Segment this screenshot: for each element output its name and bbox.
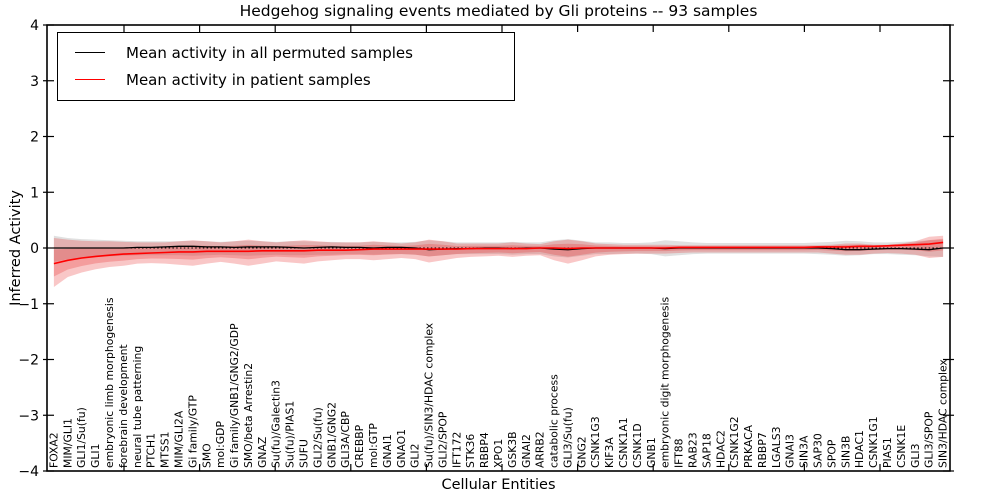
x-category-label: FOXA2 [47,432,60,468]
x-category-label: CSNK1G1 [867,416,880,468]
x-category-label: HDAC2 [714,430,727,468]
legend: Mean activity in all permuted samples Me… [57,32,515,101]
x-category-label: GNG2 [575,436,588,468]
x-category-label: MTSS1 [159,432,172,469]
x-category-label: forebrain development [117,344,130,468]
y-tick-label: 1 [30,185,39,201]
x-category-label: Su(fu)/SIN3/HDAC complex [423,322,436,468]
x-category-label: GLI2/SPOP [436,411,449,468]
x-category-label: GLI3A/CBP [339,411,352,468]
x-category-label: SMO [200,443,213,468]
x-category-label: RBBP7 [756,432,769,468]
x-category-label: CSNK1G2 [728,416,741,468]
x-category-label: GLI2 [409,444,422,468]
x-category-label: GSK3B [506,431,519,468]
x-category-label: GLI3/SPOP [923,411,936,468]
x-category-label: SAP30 [812,433,825,468]
legend-line-patient-icon [75,79,105,80]
legend-entry-permuted: Mean activity in all permuted samples [58,39,514,66]
x-category-label: GLI1/Su(fu) [75,407,88,468]
x-category-label: embryonic limb morphogenesis [103,297,116,468]
y-tick-label: 4 [30,18,39,34]
x-category-label: XPO1 [492,439,505,468]
x-category-label: RAB23 [687,432,700,468]
x-category-label: CSNK1A1 [617,417,630,468]
x-category-label: HDAC1 [853,430,866,468]
x-category-label: Gi family/GNB1/GNG2/GDP [228,323,241,468]
x-category-label: ARRB2 [534,431,547,468]
x-category-label: SUFU [298,439,311,468]
x-category-label: IFT88 [673,438,686,468]
y-tick-label: −4 [18,464,39,480]
y-tick-label: −3 [18,408,39,424]
x-category-label: STK36 [464,434,477,468]
x-category-label: embryonic digit morphogenesis [659,296,672,468]
x-category-label: GNAI1 [381,434,394,468]
x-category-label: GNB1 [645,437,658,468]
x-category-label: Gi family/GTP [186,395,199,468]
x-category-label: CREBBP [353,424,366,468]
y-tick-label: 0 [30,241,39,257]
y-tick-label: 3 [30,74,39,90]
x-category-label: GNAO1 [395,429,408,468]
x-category-label: CSNK1D [631,423,644,468]
x-category-label: SIN3A [798,435,811,468]
x-category-label: CSNK1E [895,425,908,468]
x-category-label: GNAZ [256,437,269,468]
x-category-label: SIN3/HDAC complex [937,359,950,468]
x-category-label: PTCH1 [145,433,158,468]
y-tick-label: −2 [18,353,39,369]
x-category-label: Su(fu)/Galectin3 [270,380,283,468]
x-category-label: GLI2/Su(fu) [311,407,324,468]
x-category-label: mol:GTP [367,423,380,468]
x-category-label: MIM/GLI1 [61,418,74,468]
x-category-label: CSNK1G3 [589,416,602,468]
x-category-label: SPOP [825,439,838,468]
x-category-label: SAP18 [700,433,713,468]
patient-mean-line [53,241,944,265]
x-category-label: neural tube patterning [131,346,144,468]
x-category-label: IFT172 [450,432,463,468]
legend-entry-patient: Mean activity in patient samples [58,66,514,93]
x-category-label: PRKACA [742,424,755,468]
x-category-label: PIAS1 [881,437,894,468]
x-category-label: GNB1/GNG2 [325,402,338,468]
x-category-label: GLI1 [89,444,102,468]
x-category-label: GNAI3 [784,434,797,468]
x-axis-label: Cellular Entities [441,477,556,493]
x-category-label: MIM/GLI2A [173,410,186,468]
x-category-label: Su(fu)/PIAS1 [284,401,297,468]
x-category-label: LGALS3 [770,426,783,468]
legend-label-patient: Mean activity in patient samples [126,70,371,89]
x-category-label: SMO/beta Arrestin2 [242,363,255,468]
y-tick-label: −1 [18,297,39,313]
x-category-label: catabolic process [548,374,561,468]
x-category-label: GLI3/Su(fu) [562,407,575,468]
x-category-label: GNAI2 [520,434,533,468]
y-tick-label: 2 [30,130,39,146]
x-category-label: mol:GDP [214,421,227,468]
chart-title: Hedgehog signaling events mediated by Gl… [239,2,758,20]
legend-line-permuted-icon [75,52,105,53]
legend-label-permuted: Mean activity in all permuted samples [126,43,413,62]
x-category-label: GLI3 [909,444,922,468]
x-category-label: SIN3B [839,436,852,468]
x-category-label: RBBP4 [478,432,491,468]
x-category-label: KIF3A [603,437,616,468]
